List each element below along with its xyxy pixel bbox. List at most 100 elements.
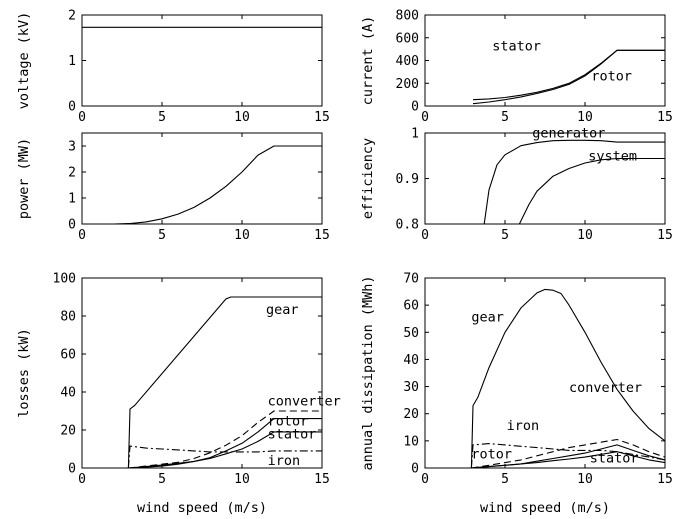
power-ytick-label: 1 <box>68 192 76 207</box>
losses-ytick-label: 0 <box>68 462 76 477</box>
dissipation-series-converter <box>471 438 666 469</box>
losses-ytick-label: 20 <box>60 424 76 439</box>
dissipation-xtick-label: 5 <box>501 472 509 487</box>
efficiency-ytick-label: 0.9 <box>396 172 419 187</box>
dissipation-ytick-label: 20 <box>403 407 419 422</box>
efficiency-annotation-system: system <box>588 148 637 164</box>
dissipation-annotation-gear: gear <box>471 309 504 325</box>
losses-xtick-label: 0 <box>78 472 86 487</box>
losses-series-iron <box>127 445 322 469</box>
efficiency-ytick-label: 0.8 <box>396 218 419 233</box>
voltage-axes-frame <box>81 14 323 107</box>
power-ytick-label: 0 <box>68 218 76 233</box>
dissipation-xtick-label: 10 <box>577 472 593 487</box>
losses-axes-frame <box>81 277 323 469</box>
efficiency-ylabel: efficiency <box>360 138 376 219</box>
dissipation-series-stator <box>471 451 666 469</box>
losses-ytick-label: 60 <box>60 348 76 363</box>
losses-annotation-stator: stator <box>268 427 317 443</box>
dissipation-annotation-iron: iron <box>507 418 540 434</box>
losses-series-gear <box>127 296 322 469</box>
panel-power: 0 5 10 15 0 1 2 3 power (MW) <box>16 132 330 243</box>
current-ytick-label: 800 <box>396 9 419 24</box>
losses-xtick-label: 10 <box>234 472 250 487</box>
dissipation-series-gear <box>470 288 666 469</box>
panel-losses: 0 5 10 15 0 20 40 60 80 100 losses (kW) wind speed … <box>16 272 341 517</box>
dissipation-ytick-label: 30 <box>403 380 419 395</box>
dissipation-ytick-label: 10 <box>403 434 419 449</box>
voltage-ytick-label: 2 <box>68 9 76 24</box>
dissipation-xtick-label: 0 <box>421 472 429 487</box>
losses-annotation-converter: converter <box>268 393 341 409</box>
efficiency-annotation-generator: generator <box>532 126 605 142</box>
dissipation-ylabel: annual dissipation (MWh) <box>360 275 376 470</box>
voltage-xtick-label: 5 <box>158 110 166 125</box>
dissipation-ytick-label: 70 <box>403 272 419 287</box>
power-ylabel: power (MW) <box>16 138 32 219</box>
current-axes-frame <box>424 14 666 107</box>
losses-xtick-label: 5 <box>158 472 166 487</box>
power-series-line-0 <box>82 145 322 225</box>
current-ytick-label: 600 <box>396 31 419 46</box>
dissipation-ytick-label: 0 <box>411 462 419 477</box>
voltage-xtick-label: 10 <box>234 110 250 125</box>
power-ytick-label: 2 <box>68 166 76 181</box>
dissipation-xlabel: wind speed (m/s) <box>480 500 610 516</box>
losses-annotation-rotor: rotor <box>268 413 309 429</box>
current-ytick-label: 400 <box>396 54 419 69</box>
dissipation-ytick-label: 40 <box>403 353 419 368</box>
voltage-ylabel: voltage (kV) <box>16 12 32 110</box>
efficiency-series-generator <box>483 139 665 225</box>
current-xtick-label: 0 <box>421 110 429 125</box>
losses-annotation-iron: iron <box>268 453 301 469</box>
dissipation-annotation-converter: converter <box>569 380 642 396</box>
efficiency-axes-frame <box>424 132 666 225</box>
losses-series-rotor <box>128 418 322 469</box>
dissipation-annotation-stator: stator <box>590 451 639 467</box>
power-ytick-label: 3 <box>68 140 76 155</box>
current-xtick-label: 5 <box>501 110 509 125</box>
voltage-ytick-label: 1 <box>68 54 76 69</box>
current-ylabel: current (A) <box>360 16 376 105</box>
losses-series-converter <box>128 410 322 469</box>
efficiency-xtick-label: 10 <box>577 228 593 243</box>
power-xtick-label: 15 <box>314 228 330 243</box>
current-ytick-label: 0 <box>411 100 419 115</box>
panel-efficiency: 0 5 10 15 0.8 0.9 1 efficiency generator system <box>360 126 673 243</box>
current-xtick-label: 15 <box>657 110 673 125</box>
losses-xtick-label: 15 <box>314 472 330 487</box>
dissipation-ytick-label: 50 <box>403 326 419 341</box>
dissipation-axes-frame <box>424 277 666 469</box>
losses-xlabel: wind speed (m/s) <box>137 500 267 516</box>
panel-voltage: 0 5 10 15 0 1 2 voltage (kV) <box>16 9 330 126</box>
efficiency-xtick-label: 0 <box>421 228 429 243</box>
power-xtick-label: 10 <box>234 228 250 243</box>
current-annotation-rotor: rotor <box>591 68 632 84</box>
losses-ytick-label: 80 <box>60 310 76 325</box>
panel-dissipation: 0 5 10 15 0 10 20 30 40 50 60 70 annual dissipation … <box>360 272 673 517</box>
losses-ylabel: losses (kW) <box>16 328 32 417</box>
voltage-xtick-label: 0 <box>78 110 86 125</box>
efficiency-series-system <box>518 157 665 225</box>
current-series-rotor <box>472 49 665 105</box>
dissipation-ytick-label: 60 <box>403 299 419 314</box>
current-xtick-label: 10 <box>577 110 593 125</box>
efficiency-xtick-label: 5 <box>501 228 509 243</box>
losses-series-stator <box>128 431 322 469</box>
dissipation-series-iron <box>470 443 666 469</box>
power-xtick-label: 5 <box>158 228 166 243</box>
losses-ytick-label: 40 <box>60 386 76 401</box>
losses-annotation-gear: gear <box>266 302 299 318</box>
losses-ytick-label: 100 <box>53 272 76 287</box>
power-xtick-label: 0 <box>78 228 86 243</box>
dissipation-annotation-rotor: rotor <box>471 447 512 463</box>
current-ytick-label: 200 <box>396 77 419 92</box>
power-axes-frame <box>81 132 323 225</box>
current-annotation-stator: stator <box>492 38 541 54</box>
voltage-ytick-label: 0 <box>68 100 76 115</box>
efficiency-xtick-label: 15 <box>657 228 673 243</box>
current-series-stator <box>472 49 665 101</box>
dissipation-xtick-label: 15 <box>657 472 673 487</box>
panel-current: 0 5 10 15 0 200 400 600 800 current (A) stator roto… <box>360 9 673 126</box>
